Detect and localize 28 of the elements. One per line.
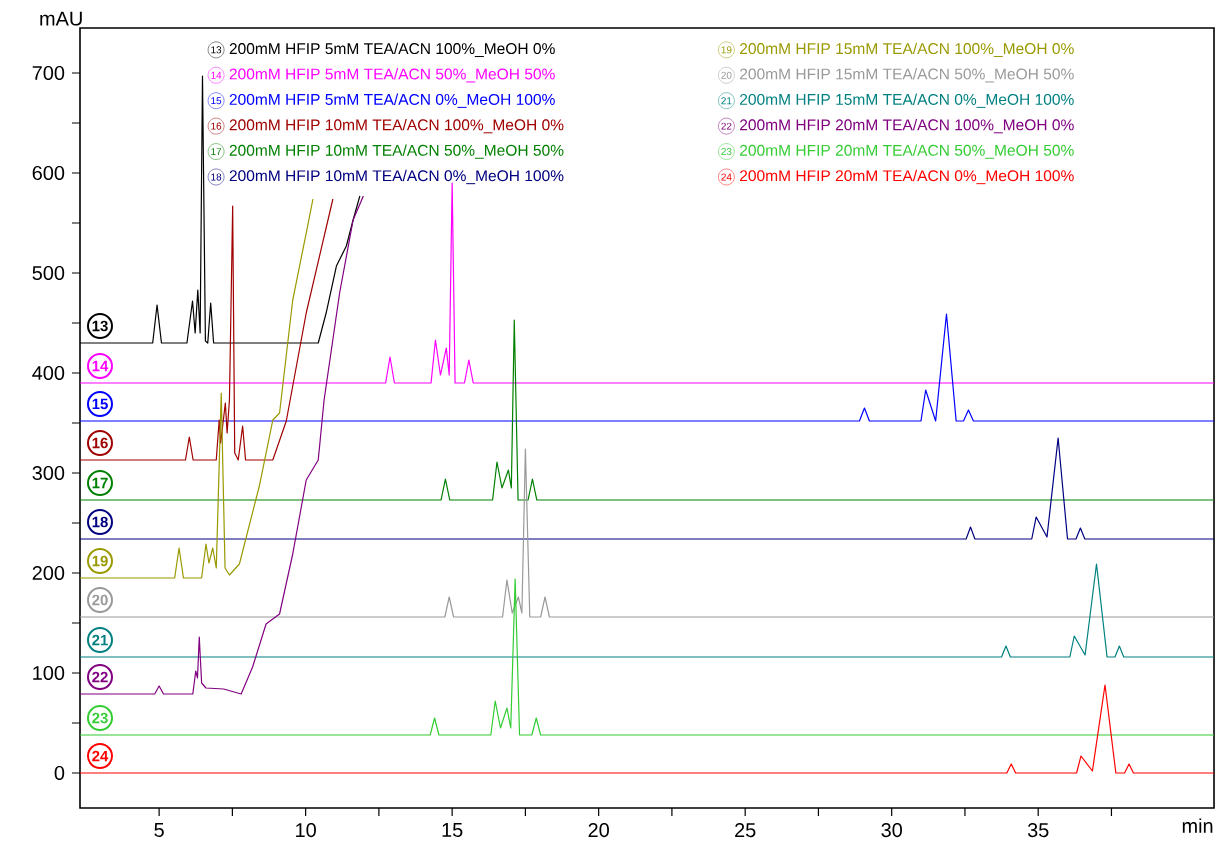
x-tick-label: 20 (588, 823, 609, 838)
line-series (79, 563, 1215, 658)
x-tick-label: 10 (296, 823, 316, 838)
x-axis-title: min (1182, 818, 1213, 833)
line-series (79, 448, 1215, 618)
x-tick-label: 35 (1027, 823, 1049, 838)
x-tick-label: 5 (154, 823, 164, 837)
y-tick-label: 100 (33, 665, 65, 681)
line-series (79, 313, 1215, 422)
y-tick-label: 400 (32, 365, 65, 381)
x-tick-label: 30 (881, 823, 902, 838)
line-series (79, 684, 1215, 774)
y-tick-label: 600 (32, 165, 65, 181)
line-series (79, 319, 1215, 501)
y-tick-label: 0 (54, 765, 65, 781)
line-series (79, 198, 314, 579)
y-tick-label: 500 (32, 265, 65, 281)
x-tick-label: 25 (735, 823, 756, 838)
y-axis-title: mAU (40, 11, 82, 26)
y-tick-label: 300 (32, 465, 65, 481)
line-series (79, 198, 334, 461)
x-tick-label: 15 (442, 823, 463, 837)
line-series (79, 182, 1215, 384)
y-tick-label: 700 (32, 65, 65, 81)
line-series (79, 195, 364, 695)
line-series (79, 578, 1215, 736)
y-tick-label: 200 (32, 565, 65, 581)
line-series (79, 437, 1215, 540)
